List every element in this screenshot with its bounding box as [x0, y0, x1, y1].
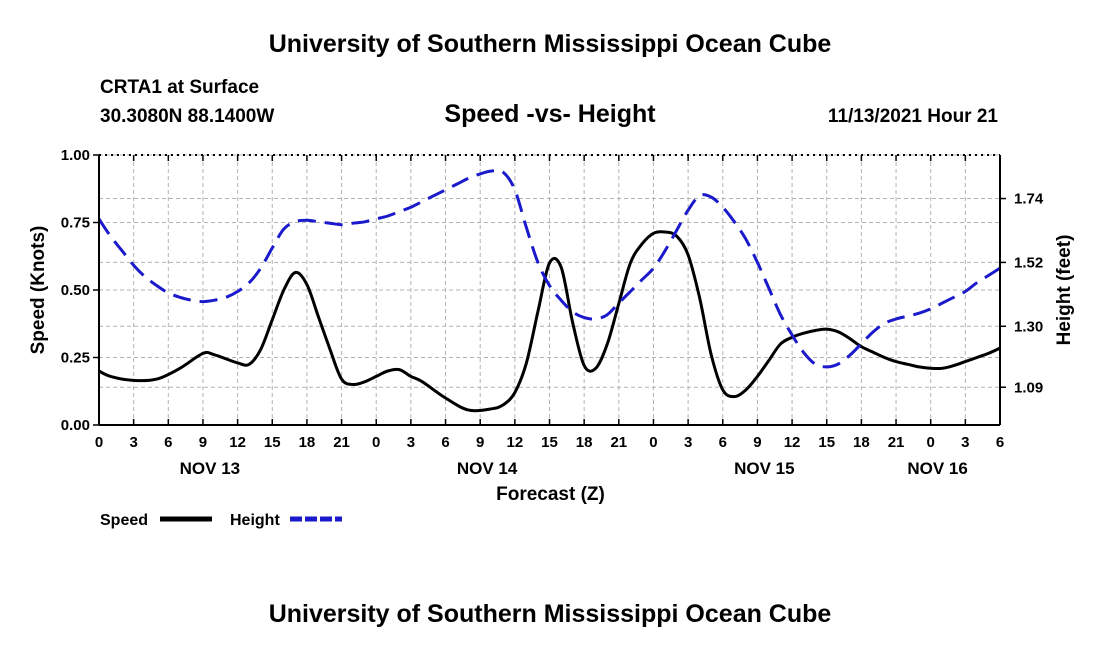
- axes-layer: [93, 154, 1006, 426]
- footer-title: University of Southern Mississippi Ocean…: [268, 600, 832, 628]
- x-tick-label: 9: [476, 434, 484, 451]
- y-tick-label-right: 1.74: [1014, 191, 1044, 208]
- series-layer: [97, 168, 1001, 413]
- date-label: NOV 13: [180, 459, 240, 478]
- height-series-line: [97, 168, 1001, 369]
- y-tick-label-left: 0.75: [61, 215, 90, 232]
- x-tick-label: 21: [610, 434, 627, 451]
- coordinates-label: 30.3080N 88.1400W: [100, 106, 275, 127]
- x-tick-label: 21: [333, 434, 350, 451]
- y-axis-title-right: Height (feet): [1054, 235, 1075, 346]
- y-tick-label-right: 1.52: [1014, 254, 1043, 271]
- date-label: NOV 16: [907, 459, 967, 478]
- y-tick-label-right: 1.09: [1014, 379, 1043, 396]
- y-tick-label-left: 0.50: [61, 282, 90, 299]
- y-tick-label-left: 0.00: [61, 417, 90, 434]
- date-label: NOV 15: [734, 459, 794, 478]
- datetime-label: 11/13/2021 Hour 21: [827, 106, 998, 127]
- y-axis-title-left: Speed (Knots): [28, 226, 49, 355]
- x-tick-label: 18: [576, 434, 593, 451]
- x-tick-label: 0: [927, 434, 935, 451]
- x-axis-title: Forecast (Z): [496, 484, 605, 505]
- x-tick-label: 18: [299, 434, 316, 451]
- x-tick-label: 9: [753, 434, 761, 451]
- page-title: University of Southern Mississippi Ocean…: [268, 30, 832, 58]
- x-tick-label: 9: [199, 434, 207, 451]
- x-tick-label: 18: [853, 434, 870, 451]
- x-tick-label: 21: [888, 434, 905, 451]
- y-tick-label-left: 1.00: [61, 147, 90, 164]
- x-tick-label: 6: [164, 434, 172, 451]
- speed-series-line: [98, 230, 1001, 413]
- legend-label-speed: Speed: [100, 512, 148, 529]
- x-tick-label: 12: [784, 434, 801, 451]
- labels-layer: 0 3 6 9 12 15 18 21 0 3 6 9 12 15 18 21 0 3 6 9 12 15 18 21 0 3 6N…: [28, 147, 1075, 505]
- x-tick-label: 12: [229, 434, 246, 451]
- x-tick-label: 6: [719, 434, 727, 451]
- x-tick-label: 0: [372, 434, 380, 451]
- speed-height-chart: 0 3 6 9 12 15 18 21 0 3 6 9 12 15 18 21 0 3 6 9 12 15 18 21 0 3 6N…: [28, 147, 1075, 529]
- x-tick-label: 3: [961, 434, 969, 451]
- x-tick-label: 6: [441, 434, 449, 451]
- y-tick-label-right: 1.30: [1014, 318, 1043, 335]
- station-label: CRTA1 at Surface: [100, 77, 260, 98]
- chart-title: Speed -vs- Height: [444, 100, 656, 128]
- x-tick-label: 12: [507, 434, 524, 451]
- x-tick-label: 6: [996, 434, 1004, 451]
- legend-layer: Speed Height: [100, 512, 342, 529]
- x-tick-label: 15: [264, 434, 281, 451]
- y-tick-label-left: 0.25: [61, 350, 90, 367]
- x-tick-label: 3: [407, 434, 415, 451]
- date-label: NOV 14: [457, 459, 518, 478]
- x-tick-label: 15: [541, 434, 558, 451]
- x-tick-label: 0: [95, 434, 103, 451]
- legend-label-height: Height: [230, 512, 280, 529]
- grid-layer: [99, 154, 1000, 426]
- x-tick-label: 0: [649, 434, 657, 451]
- x-tick-label: 15: [818, 434, 835, 451]
- x-tick-label: 3: [129, 434, 137, 451]
- x-tick-label: 3: [684, 434, 692, 451]
